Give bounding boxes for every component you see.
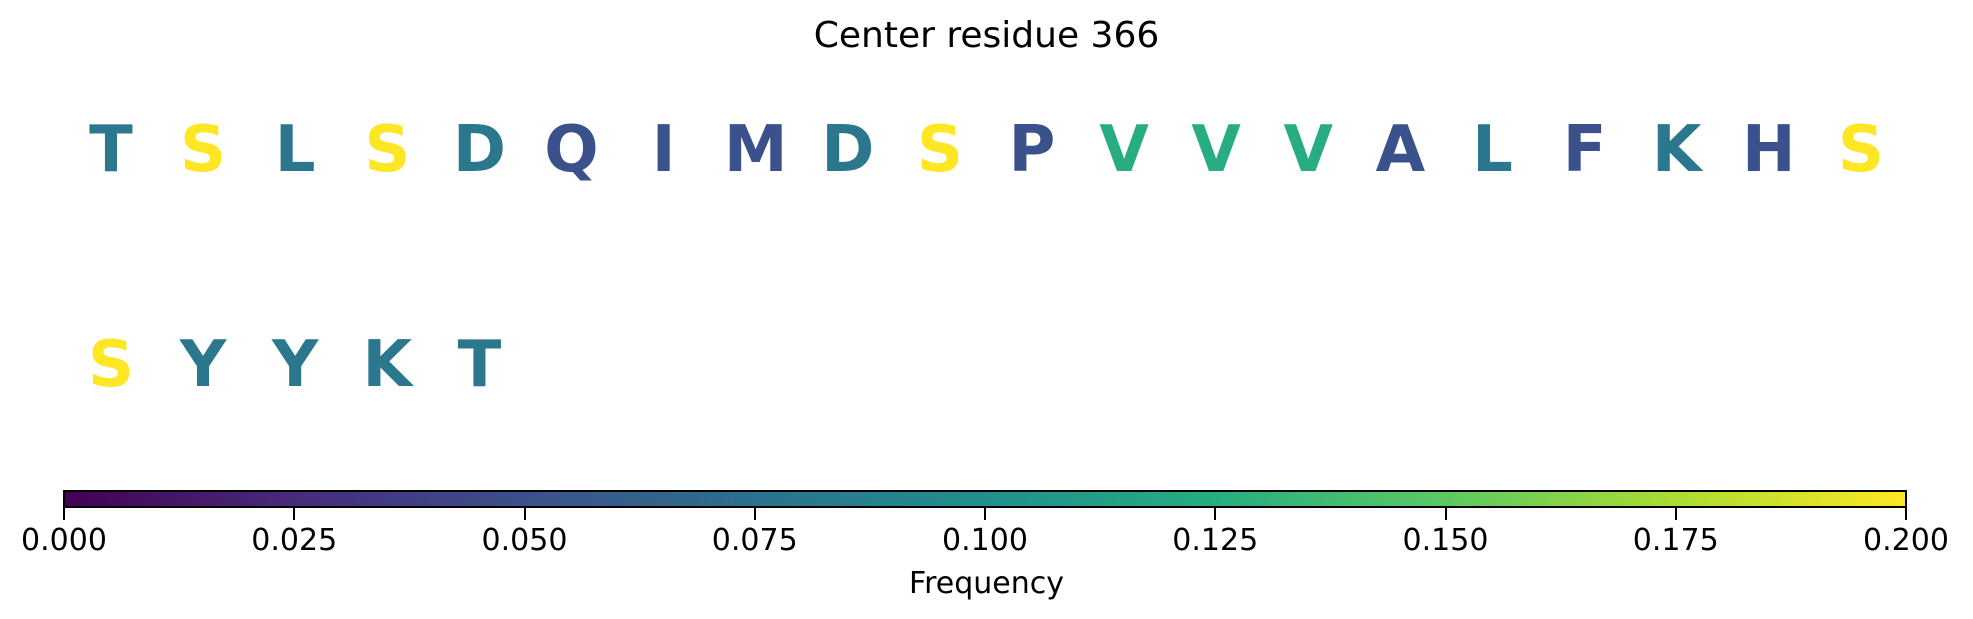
residue-letter: M: [723, 113, 788, 187]
colorbar-tick: [1905, 508, 1907, 520]
residue-letter: S: [364, 113, 411, 187]
residue-letter: P: [1008, 113, 1056, 187]
residue-letter: T: [89, 113, 133, 187]
colorbar-tick-label: 0.125: [1172, 523, 1259, 558]
colorbar-tick-label: 0.150: [1402, 523, 1489, 558]
colorbar-tick-label: 0.050: [481, 523, 568, 558]
residue-letter: Y: [272, 328, 319, 402]
residue-letter: V: [1099, 113, 1149, 187]
colorbar-label: Frequency: [909, 566, 1064, 601]
colorbar-tick-label: 0.100: [942, 523, 1028, 558]
colorbar-tick-label: 0.025: [251, 523, 338, 558]
residue-letter: I: [651, 113, 676, 187]
residue-letter: S: [180, 113, 227, 187]
residue-letter: S: [87, 328, 135, 402]
colorbar-tick: [1444, 508, 1447, 520]
residue-letter: H: [1742, 113, 1796, 187]
colorbar-tick: [1674, 508, 1677, 520]
colorbar-tick: [1214, 508, 1217, 520]
residue-letter: S: [1837, 113, 1884, 187]
colorbar-tick: [293, 508, 296, 520]
residue-letter: K: [1651, 113, 1702, 187]
colorbar-tick: [63, 508, 65, 520]
residue-letter: Q: [544, 113, 599, 187]
residue-letter: A: [1375, 113, 1426, 187]
colorbar-tick-label: 0.075: [711, 523, 798, 558]
chart-title: Center residue 366: [813, 15, 1160, 56]
colorbar-tick-label: 0.175: [1632, 523, 1719, 558]
residue-letter: D: [452, 113, 506, 187]
residue-letter: S: [916, 113, 963, 187]
colorbar-tick-label: 0.200: [1863, 523, 1949, 558]
colorbar-tick: [984, 508, 986, 520]
colorbar: [63, 490, 1907, 508]
residue-letter: D: [821, 113, 875, 187]
residue-letter: F: [1562, 113, 1607, 187]
residue-letter: L: [1472, 113, 1513, 187]
residue-letter: T: [457, 328, 502, 402]
residue-letter: L: [274, 113, 316, 187]
residue-letter: K: [362, 328, 413, 402]
colorbar-tick: [523, 508, 526, 520]
colorbar-tick: [753, 508, 756, 520]
colorbar-tick-label: 0.000: [21, 523, 107, 558]
residue-letter: V: [1191, 113, 1241, 187]
residue-letter: V: [1283, 113, 1334, 187]
residue-letter: Y: [179, 328, 227, 402]
